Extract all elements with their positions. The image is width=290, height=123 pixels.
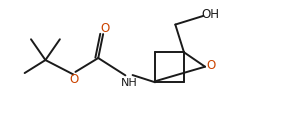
Text: OH: OH (202, 8, 220, 21)
Text: O: O (207, 59, 216, 72)
Text: O: O (70, 73, 79, 86)
Text: O: O (100, 22, 109, 35)
Text: NH: NH (121, 78, 138, 88)
